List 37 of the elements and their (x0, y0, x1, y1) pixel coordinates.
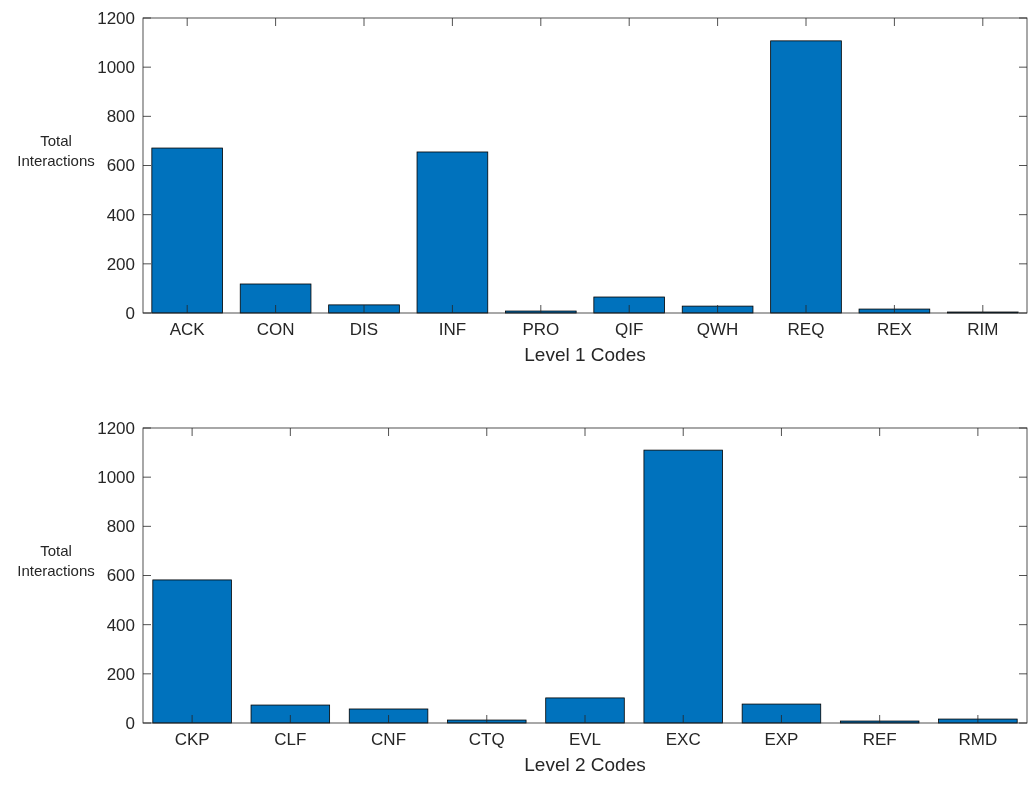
y-tick-label: 200 (106, 254, 135, 274)
x-tick-label: RMD (958, 730, 998, 749)
x-tick-label: QIF (615, 320, 644, 339)
x-tick-label: CLF (274, 730, 307, 749)
y-tick-label: 800 (106, 517, 135, 537)
y-tick-label: 1000 (97, 58, 135, 78)
y-axis-title: Total Interactions (17, 131, 95, 169)
x-tick-label: PRO (522, 320, 560, 339)
x-tick-label: CTQ (468, 730, 505, 749)
x-axis-title: Level 2 Codes (524, 754, 646, 775)
y-tick-label: 400 (106, 615, 135, 635)
x-tick-label: EXP (764, 730, 799, 749)
x-axis-title: Level 1 Codes (524, 344, 646, 365)
x-tick-label: CKP (174, 730, 210, 749)
y-tick-label: 1000 (97, 468, 135, 488)
x-tick-label: DIS (349, 320, 379, 339)
x-tick-label: QWH (696, 320, 739, 339)
y-axis-title: Total Interactions (17, 541, 95, 579)
y-tick-label: 600 (106, 566, 135, 586)
x-tick-label: CNF (371, 730, 407, 749)
x-tick-label: INF (438, 320, 467, 339)
x-tick-label: REF (862, 730, 897, 749)
x-tick-label: REX (876, 320, 912, 339)
x-tick-label: EXC (665, 730, 701, 749)
y-tick-label: 0 (125, 713, 135, 733)
y-tick-label: 1200 (97, 418, 135, 438)
y-tick-label: 400 (106, 205, 135, 225)
y-tick-label: 800 (106, 107, 135, 127)
y-tick-label: 0 (125, 303, 135, 323)
x-tick-label: RIM (967, 320, 999, 339)
y-tick-label: 600 (106, 156, 135, 176)
x-tick-label: ACK (169, 320, 206, 339)
x-tick-label: EVL (568, 730, 602, 749)
y-tick-label: 1200 (97, 8, 135, 28)
x-tick-label: REQ (787, 320, 825, 339)
x-tick-label: CON (256, 320, 295, 339)
y-tick-label: 200 (106, 664, 135, 684)
